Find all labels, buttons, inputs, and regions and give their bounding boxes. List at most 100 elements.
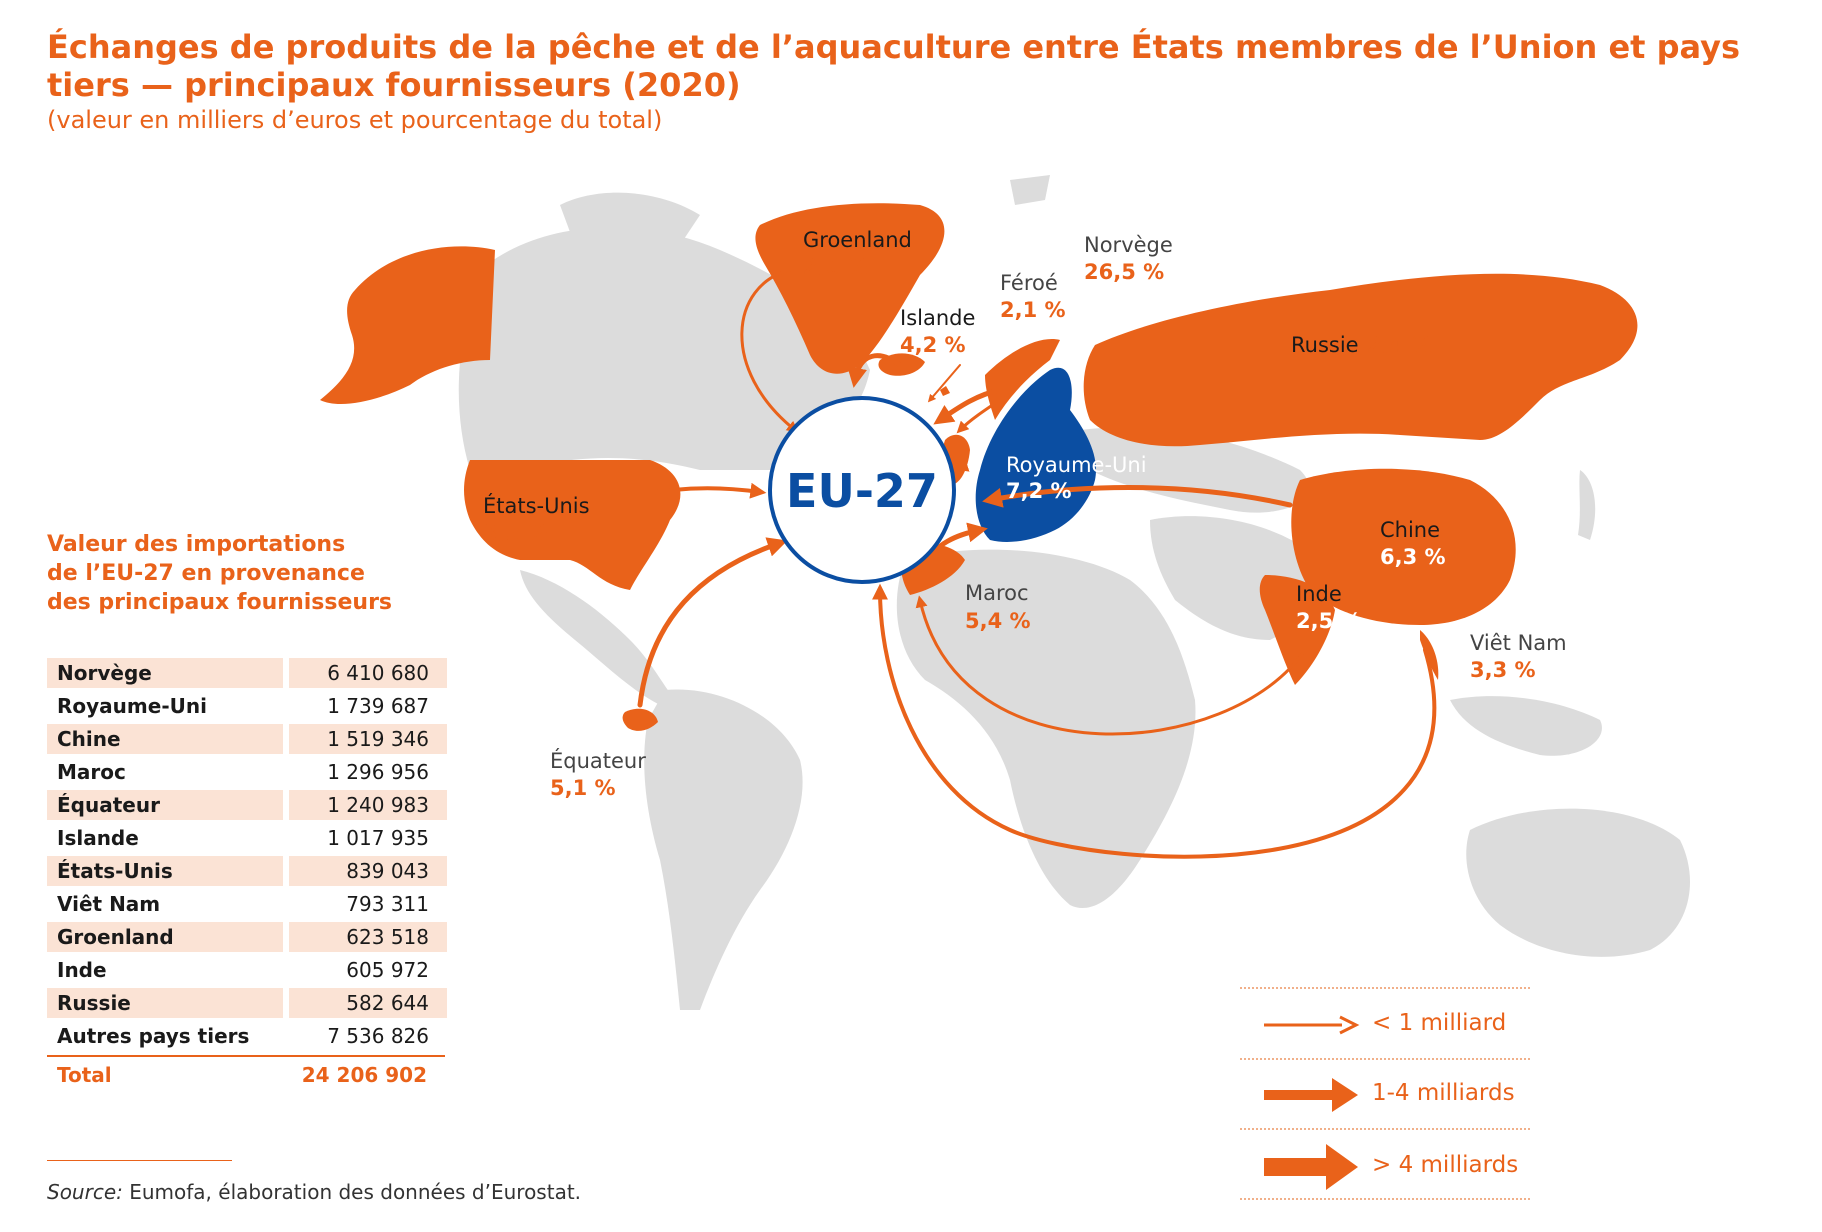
row-country: Royaume-Uni [57,694,207,718]
table-row: Groenland 623 518 [47,922,447,952]
row-country: Autres pays tiers [57,1024,250,1048]
row-value: 793 311 [346,892,429,916]
arrow-usa [638,482,767,499]
arrow-russia [956,398,1002,434]
south-america-landmass [644,689,803,1010]
row-country: États-Unis [47,856,283,886]
source-divider [47,1160,232,1161]
asia-landmass [1080,427,1310,513]
india-shape [1259,575,1335,685]
table-row: Russie 582 644 [47,988,447,1018]
label-maroc-pct: 5,4 % [965,609,1031,633]
mexico-central-america [520,570,675,705]
table-row: Maroc 1 296 956 [47,757,447,787]
label-etats-unis-pct: 3,5 % [483,521,549,545]
thick-arrow-icon [1264,1144,1358,1190]
source-note: Source: Eumofa, élaboration des données … [47,1180,581,1204]
greenland-shape [755,203,945,374]
label-russie-pct: 2,4 % [1367,333,1433,357]
label-equateur-pct: 5,1 % [550,776,616,800]
label-etats-unis-name: États-Unis [483,493,590,518]
legend-item-thin: < 1 milliard [1260,1000,1530,1050]
eu27-hub-label: EU-27 [786,464,938,518]
china-shape [1291,468,1516,625]
row-value: 1 240 983 [289,790,447,820]
row-country: Équateur [47,790,283,820]
label-inde-pct: 2,5 % [1296,609,1362,633]
medium-arrow-icon [1264,1078,1358,1112]
table-heading: Valeur des importations de l’EU-27 en pr… [47,530,407,617]
table-row: États-Unis 839 043 [47,856,447,886]
arrow-china [982,485,1293,508]
row-country: Norvège [47,658,283,688]
legend-label: > 4 milliards [1372,1152,1519,1178]
row-value: 582 644 [289,988,447,1018]
imports-table: Norvège 6 410 680 Royaume-Uni 1 739 687 … [47,655,447,1054]
arrow-morocco [927,522,988,563]
legend-item-medium: 1-4 milliards [1260,1070,1530,1120]
table-row: Viêt Nam 793 311 [47,889,447,919]
label-equateur-name: Équateur [550,748,646,773]
label-groenland-name: Groenland [803,228,912,252]
africa-landmass [896,549,1196,908]
source-prefix: Source: [47,1180,123,1204]
table-heading-line: des principaux fournisseurs [47,590,393,615]
row-country: Viêt Nam [57,892,161,916]
row-value: 839 043 [289,856,447,886]
faroe-shape [940,386,950,396]
legend-label: < 1 milliard [1372,1010,1507,1036]
row-value: 1 739 687 [327,694,429,718]
eu27-hub [768,396,956,584]
table-row: Autres pays tiers 7 536 826 [47,1021,447,1051]
canadian-arctic-islands [560,192,700,245]
label-feroe-pct: 2,1 % [1000,298,1066,322]
label-russie-name: Russie [1291,333,1359,357]
arrow-uk [947,452,970,472]
legend-divider [1240,1058,1530,1060]
row-country: Maroc [57,760,126,784]
label-norvege-pct: 26,5 % [1084,260,1164,284]
label-chine-pct: 6,3 % [1380,545,1446,569]
flow-arrows [637,268,1437,859]
label-inde-name: Inde [1296,582,1342,606]
arrow-india [915,595,1307,736]
row-country: Inde [57,958,107,982]
page-subtitle: (valeur en milliers d’euros et pourcenta… [47,106,663,134]
russia-shape [1083,273,1638,447]
total-value: 24 206 902 [301,1063,427,1087]
label-viet-nam-pct: 3,3 % [1470,658,1536,682]
table-row: Islande 1 017 935 [47,823,447,853]
total-label: Total [57,1063,112,1087]
table-heading-line: de l’EU-27 en provenance [47,561,365,586]
row-value: 1 017 935 [327,826,429,850]
row-value: 623 518 [289,922,447,952]
vietnam-shape [1420,630,1439,680]
ecuador-shape [622,708,658,731]
southeast-asia-islands [1450,696,1602,756]
total-divider [47,1055,445,1057]
supplier-countries [320,203,1638,731]
row-country: Chine [47,724,283,754]
label-royaume-uni-pct: 7,2 % [1006,479,1072,503]
country-labels: Groenland 2,6 % Islande 4,2 % Féroé 2,1 … [483,228,1567,800]
row-value: 1 519 346 [289,724,447,754]
legend-item-thick: > 4 milliards [1260,1142,1530,1192]
legend-divider [1240,1128,1530,1130]
arrow-faroe [927,364,961,403]
row-value: 7 536 826 [327,1024,429,1048]
label-islande-pct: 4,2 % [900,333,966,357]
row-country: Russie [47,988,283,1018]
row-value: 1 296 956 [327,760,429,784]
table-heading-line: Valeur des importations [47,532,346,557]
label-groenland-pct: 2,6 % [803,255,869,279]
label-royaume-uni-name: Royaume-Uni [1006,453,1147,477]
legend-divider [1240,987,1530,989]
page-title: Échanges de produits de la pêche et de l… [47,28,1740,104]
label-feroe-name: Féroé [1000,271,1058,295]
table-row: Royaume-Uni 1 739 687 [47,691,447,721]
source-text: Eumofa, élaboration des données d’Eurost… [122,1180,582,1204]
label-islande-name: Islande [900,306,975,330]
japan-landmass [1578,470,1596,540]
legend-label: 1-4 milliards [1372,1080,1515,1106]
